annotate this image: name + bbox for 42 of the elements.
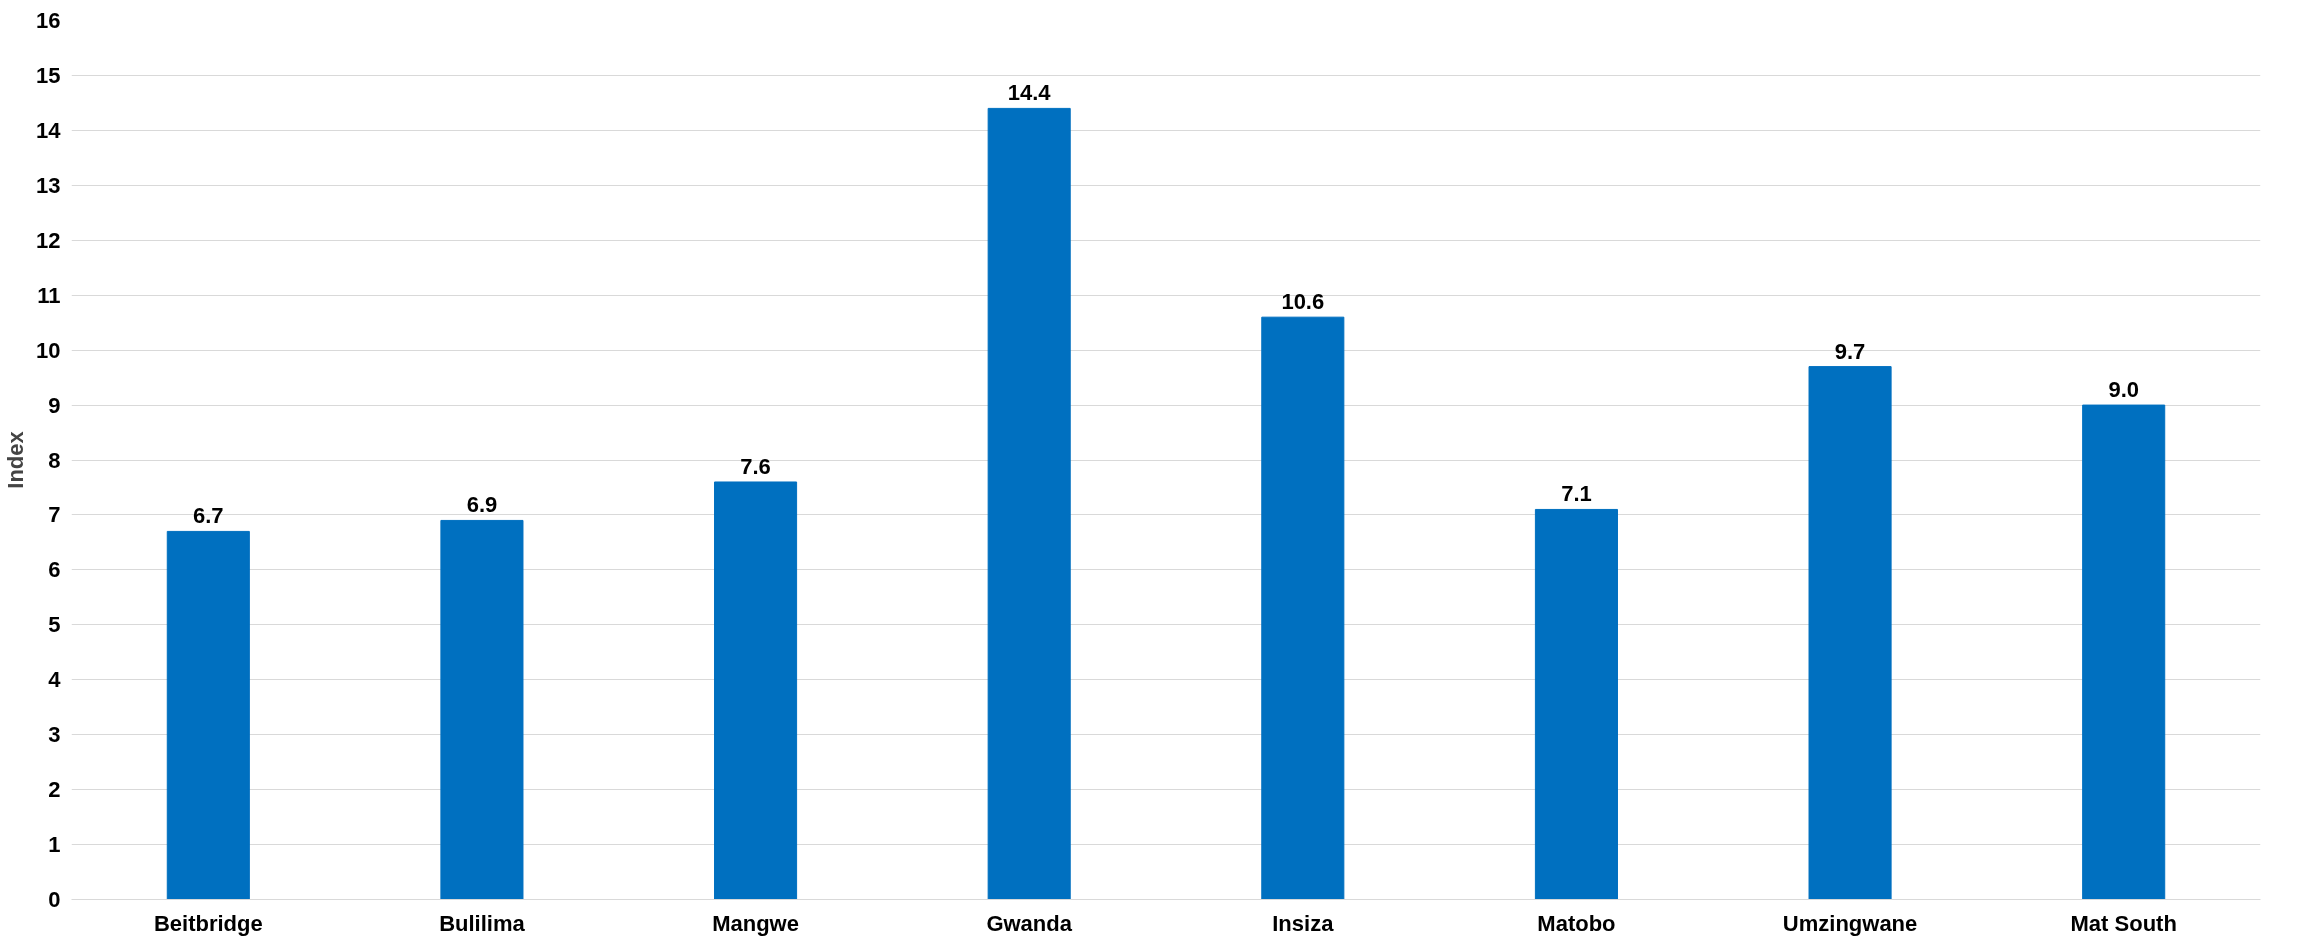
bar xyxy=(987,107,1071,900)
bar xyxy=(714,481,798,900)
data-label: 7.1 xyxy=(1561,481,1592,507)
data-label: 7.6 xyxy=(740,453,771,479)
y-tick-label: 9 xyxy=(48,392,61,418)
data-label: 10.6 xyxy=(1281,289,1325,315)
y-tick-label: 4 xyxy=(48,667,62,693)
y-tick-label: 7 xyxy=(48,502,61,528)
x-tick-label: Mat South xyxy=(2070,910,2177,936)
y-tick-label: 16 xyxy=(36,8,61,33)
x-tick-label: Insiza xyxy=(1272,910,1335,936)
y-tick-label: 14 xyxy=(36,117,62,143)
bar xyxy=(166,530,250,900)
x-tick-label: Bulilima xyxy=(439,910,526,936)
x-tick-label: Beitbridge xyxy=(153,910,263,936)
bar xyxy=(440,519,524,900)
y-tick-label: 15 xyxy=(36,62,61,88)
data-label: 14.4 xyxy=(1007,80,1052,106)
y-tick-label: 11 xyxy=(37,282,61,308)
y-tick-label: 6 xyxy=(48,557,61,583)
y-tick-label: 2 xyxy=(48,777,61,803)
bar xyxy=(1261,316,1345,900)
bar xyxy=(2082,404,2166,900)
y-tick-label: 10 xyxy=(36,337,61,363)
y-tick-label: 8 xyxy=(48,447,61,473)
y-tick-label: 0 xyxy=(48,887,61,912)
x-tick-label: Mangwe xyxy=(712,910,799,936)
y-axis-title: Index xyxy=(3,430,29,489)
x-tick-label: Umzingwane xyxy=(1782,910,1918,936)
x-tick-label: Matobo xyxy=(1537,910,1616,936)
data-label: 6.9 xyxy=(466,492,498,518)
y-tick-label: 3 xyxy=(48,722,61,748)
bar xyxy=(1534,508,1618,900)
y-tick-label: 13 xyxy=(36,172,61,198)
x-tick-label: Gwanda xyxy=(986,910,1073,936)
y-tick-label: 12 xyxy=(36,227,61,253)
bar xyxy=(1808,366,1892,900)
data-label: 6.7 xyxy=(193,503,224,529)
y-tick-label: 1 xyxy=(48,832,61,858)
data-label: 9.7 xyxy=(1834,338,1866,364)
data-label: 9.0 xyxy=(2108,377,2139,403)
y-tick-label: 5 xyxy=(48,612,61,638)
